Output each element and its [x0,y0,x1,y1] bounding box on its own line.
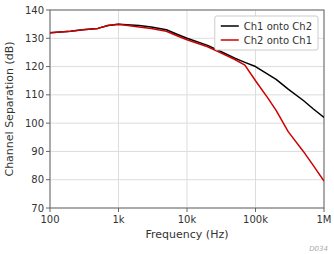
x-tick-label: 1k [112,214,124,225]
y-tick [46,66,50,67]
plot-frame [50,10,324,208]
chart: 100 1k 10k 100k 1M 70 80 90 100 110 120 130 140 Frequ… [0,0,334,254]
x-tick [118,208,119,212]
y-tick [46,10,50,11]
y-tick [46,123,50,124]
legend-box [215,16,318,50]
y-tick-label: 90 [31,146,44,157]
y-tick-label: 130 [25,33,44,44]
x-axis-label: Frequency (Hz) [146,228,229,241]
legend-label: Ch1 onto Ch2 [244,21,312,32]
y-tick-label: 70 [31,203,44,214]
y-tick-label: 80 [31,174,44,185]
x-tick-label: 1M [317,214,332,225]
x-tick [324,208,325,212]
x-tick-label: 10k [178,214,197,225]
x-tick-label: 100k [243,214,268,225]
x-tick [187,208,188,212]
x-tick [50,208,51,212]
x-tick [255,208,256,212]
y-tick [46,208,50,209]
legend-label: Ch2 onto Ch1 [244,35,312,46]
legend-swatch [221,39,239,41]
legend-swatch [221,25,239,27]
y-tick-label: 140 [25,5,44,16]
legend: Ch1 onto Ch2 Ch2 onto Ch1 [215,16,318,50]
y-tick [46,38,50,39]
y-grid-line [50,94,324,95]
y-grid-line [50,151,324,152]
x-grid-line [118,10,119,208]
x-tick-label: 100 [40,214,59,225]
y-tick-label: 120 [25,61,44,72]
y-tick-label: 100 [25,118,44,129]
y-tick-label: 110 [25,89,44,100]
plot-background [50,10,324,208]
y-tick [46,151,50,152]
y-grid-line [50,66,324,67]
y-axis-label: Channel Separation (dB) [3,41,16,176]
watermark: D034 [309,245,328,253]
y-grid-line [50,179,324,180]
grid [50,10,324,208]
series-line [50,24,324,117]
axes: 100 1k 10k 100k 1M 70 80 90 100 110 120 130 140 [25,5,332,226]
y-tick [46,94,50,95]
y-tick [46,179,50,180]
